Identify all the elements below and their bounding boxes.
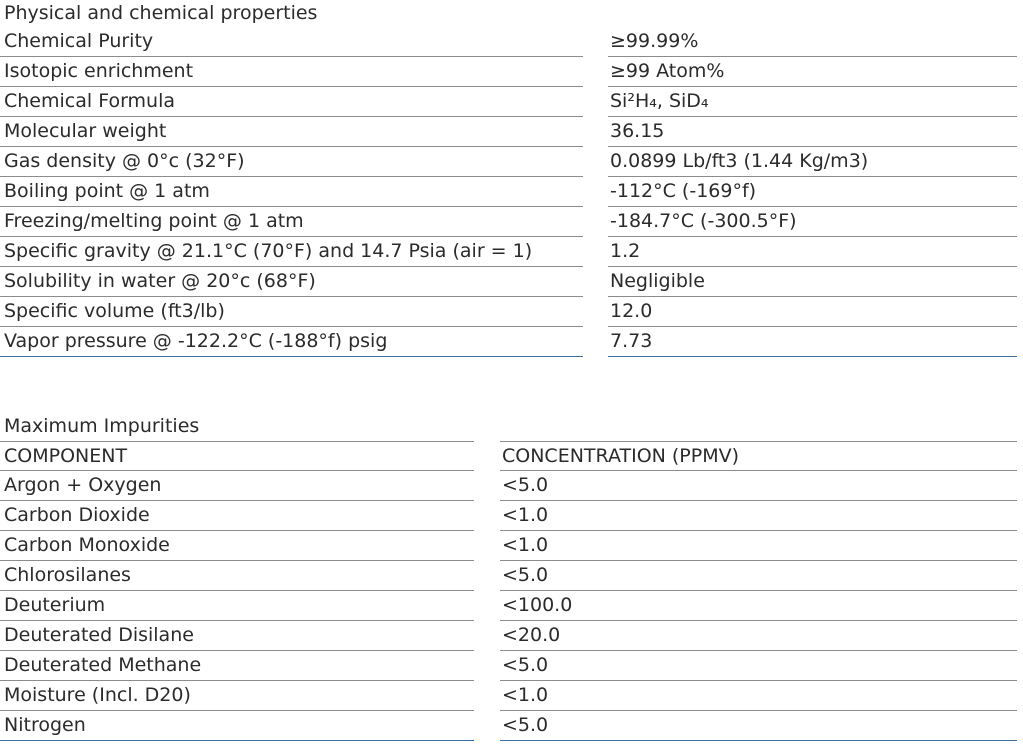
physical-properties-table: Chemical Purity ≥99.99% Isotopic enrichmen… xyxy=(0,27,1017,357)
property-label: Chemical Formula xyxy=(0,87,583,117)
table-row: Moisture (Incl. D20) <1.0 xyxy=(0,681,1017,711)
property-label: Freezing/melting point @ 1 atm xyxy=(0,207,583,237)
property-label: Specific volume (ft3/lb) xyxy=(0,297,583,327)
property-label: Chemical Purity xyxy=(0,27,583,57)
table-row: Carbon Dioxide <1.0 xyxy=(0,501,1017,531)
impurity-concentration: <1.0 xyxy=(500,531,1017,561)
table-row: Boiling point @ 1 atm -112°C (-169°f) xyxy=(0,177,1017,207)
table-row: Deuterated Disilane <20.0 xyxy=(0,621,1017,651)
impurity-concentration: <1.0 xyxy=(500,681,1017,711)
concentration-column-header: CONCENTRATION (PPMV) xyxy=(500,441,1017,471)
table-row: Deuterated Methane <5.0 xyxy=(0,651,1017,681)
property-label: Isotopic enrichment xyxy=(0,57,583,87)
table-row: Chemical Purity ≥99.99% xyxy=(0,27,1017,57)
table-row: Gas density @ 0°c (32°F) 0.0899 Lb/ft3 (1… xyxy=(0,147,1017,177)
impurity-concentration: <5.0 xyxy=(500,561,1017,591)
property-value: -184.7°C (-300.5°F) xyxy=(608,207,1017,237)
property-label: Specific gravity @ 21.1°C (70°F) and 14.… xyxy=(0,237,583,267)
table-row: Specific gravity @ 21.1°C (70°F) and 14.… xyxy=(0,237,1017,267)
property-value: 7.73 xyxy=(608,327,1017,357)
table-row: Nitrogen <5.0 xyxy=(0,711,1017,741)
impurity-component: Chlorosilanes xyxy=(0,561,474,591)
impurity-concentration: <20.0 xyxy=(500,621,1017,651)
table-row: Vapor pressure @ -122.2°C (-188°f) psig 7… xyxy=(0,327,1017,357)
table-row: Chlorosilanes <5.0 xyxy=(0,561,1017,591)
property-value: Negligible xyxy=(608,267,1017,297)
impurity-component: Carbon Monoxide xyxy=(0,531,474,561)
table-row: Carbon Monoxide <1.0 xyxy=(0,531,1017,561)
impurity-component: Deuterated Disilane xyxy=(0,621,474,651)
impurity-component: Moisture (Incl. D20) xyxy=(0,681,474,711)
property-label: Solubility in water @ 20°c (68°F) xyxy=(0,267,583,297)
impurities-header-row: COMPONENT CONCENTRATION (PPMV) xyxy=(0,441,1017,471)
impurity-component: Deuterated Methane xyxy=(0,651,474,681)
impurity-component: Carbon Dioxide xyxy=(0,501,474,531)
impurity-component: Nitrogen xyxy=(0,711,474,741)
physical-properties-title: Physical and chemical properties xyxy=(4,2,318,24)
impurity-concentration: <5.0 xyxy=(500,651,1017,681)
property-value: Si²H₄, SiD₄ xyxy=(608,87,1017,117)
property-label: Molecular weight xyxy=(0,117,583,147)
property-label: Gas density @ 0°c (32°F) xyxy=(0,147,583,177)
table-row: Isotopic enrichment ≥99 Atom% xyxy=(0,57,1017,87)
table-row: Specific volume (ft3/lb) 12.0 xyxy=(0,297,1017,327)
table-row: Argon + Oxygen <5.0 xyxy=(0,471,1017,501)
impurity-component: Deuterium xyxy=(0,591,474,621)
table-row: Molecular weight 36.15 xyxy=(0,117,1017,147)
table-row: Deuterium <100.0 xyxy=(0,591,1017,621)
impurity-concentration: <100.0 xyxy=(500,591,1017,621)
maximum-impurities-table: COMPONENT CONCENTRATION (PPMV) Argon + O… xyxy=(0,441,1017,741)
property-value: 12.0 xyxy=(608,297,1017,327)
table-row: Solubility in water @ 20°c (68°F) Negligi… xyxy=(0,267,1017,297)
property-label: Vapor pressure @ -122.2°C (-188°f) psig xyxy=(0,327,583,357)
impurity-concentration: <1.0 xyxy=(500,501,1017,531)
impurity-component: Argon + Oxygen xyxy=(0,471,474,501)
property-value: 36.15 xyxy=(608,117,1017,147)
property-value: ≥99 Atom% xyxy=(608,57,1017,87)
impurity-concentration: <5.0 xyxy=(500,711,1017,741)
impurity-concentration: <5.0 xyxy=(500,471,1017,501)
maximum-impurities-title: Maximum Impurities xyxy=(4,415,200,437)
property-value: 0.0899 Lb/ft3 (1.44 Kg/m3) xyxy=(608,147,1017,177)
component-column-header: COMPONENT xyxy=(0,441,474,471)
property-label: Boiling point @ 1 atm xyxy=(0,177,583,207)
table-row: Freezing/melting point @ 1 atm -184.7°C (… xyxy=(0,207,1017,237)
property-value: ≥99.99% xyxy=(608,27,1017,57)
property-value: 1.2 xyxy=(608,237,1017,267)
table-row: Chemical Formula Si²H₄, SiD₄ xyxy=(0,87,1017,117)
property-value: -112°C (-169°f) xyxy=(608,177,1017,207)
